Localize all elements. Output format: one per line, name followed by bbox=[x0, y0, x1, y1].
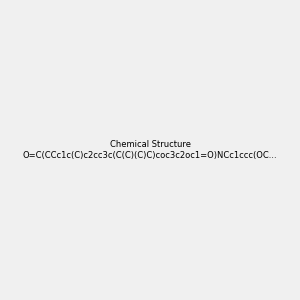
Text: Chemical Structure
O=C(CCc1c(C)c2cc3c(C(C)(C)C)coc3c2oc1=O)NCc1ccc(OC...: Chemical Structure O=C(CCc1c(C)c2cc3c(C(… bbox=[23, 140, 277, 160]
